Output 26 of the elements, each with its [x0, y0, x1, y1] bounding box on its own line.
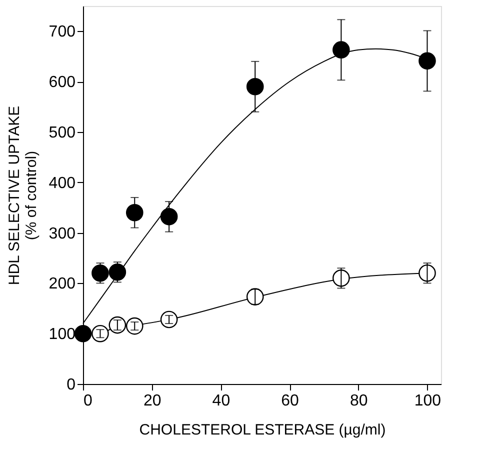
y-tick-label: 100: [48, 326, 76, 344]
y-tick-label: 200: [48, 276, 76, 293]
y-tick-label: 400: [48, 174, 76, 192]
x-tick-label: 40: [212, 392, 230, 410]
y-axis-title: HDL SELECTIVE UPTAKE (% of control): [6, 106, 40, 286]
x-tick-label: 100: [414, 392, 442, 410]
point: [160, 208, 178, 226]
point: [332, 41, 350, 58]
y-tick-label: 300: [48, 225, 76, 242]
y-tick-label: 500: [48, 124, 76, 142]
point: [92, 264, 109, 282]
x-tick-label: 80: [350, 392, 368, 410]
x-tick-label: 60: [281, 392, 300, 410]
point: [126, 204, 144, 222]
point: [418, 52, 436, 70]
point: [74, 324, 92, 342]
point: [246, 78, 264, 96]
x-tick-label: 0: [84, 392, 92, 410]
point: [108, 263, 126, 281]
y-tick-label: 600: [48, 74, 76, 92]
y-tick-label: 700: [48, 24, 76, 41]
x-tick-label: 20: [143, 392, 162, 410]
point: [418, 264, 436, 282]
x-axis-title: CHOLESTEROL ESTERASE (µg/ml): [139, 422, 386, 438]
y-tick-label: 0: [66, 376, 76, 394]
point: [332, 270, 350, 287]
